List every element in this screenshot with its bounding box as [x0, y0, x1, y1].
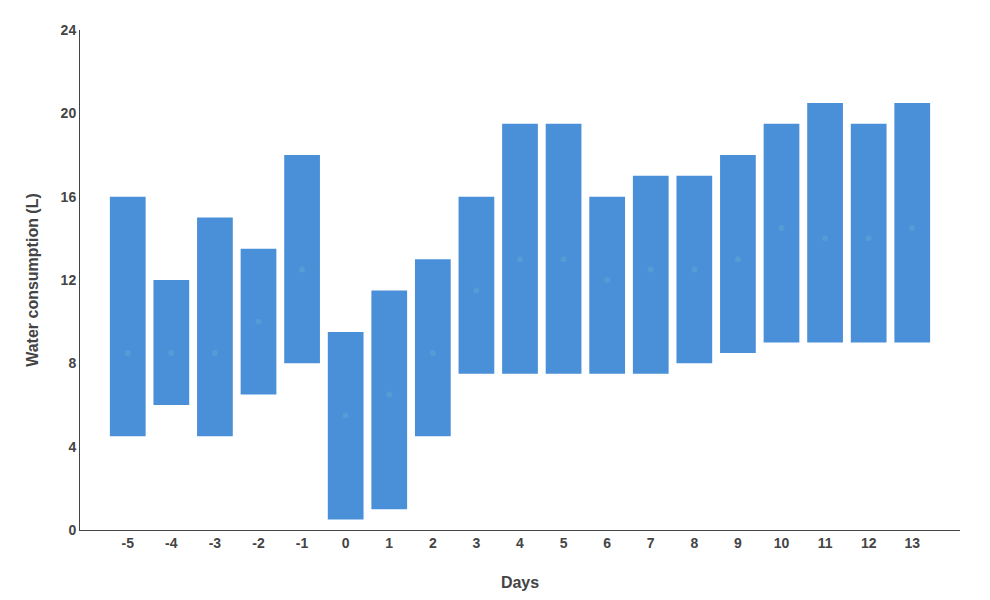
svg-text:-2: -2	[252, 535, 265, 551]
svg-text:16: 16	[61, 189, 77, 205]
svg-text:2: 2	[429, 535, 437, 551]
svg-text:-3: -3	[209, 535, 222, 551]
svg-text:-4: -4	[165, 535, 178, 551]
svg-text:8: 8	[690, 535, 698, 551]
svg-text:8: 8	[68, 355, 76, 371]
svg-text:12: 12	[61, 272, 77, 288]
svg-text:-5: -5	[122, 535, 135, 551]
svg-text:20: 20	[61, 105, 77, 121]
svg-text:11: 11	[818, 535, 833, 551]
svg-text:0: 0	[342, 535, 350, 551]
svg-text:-1: -1	[296, 535, 309, 551]
svg-text:Water consumption (L): Water consumption (L)	[24, 193, 41, 367]
svg-text:1: 1	[385, 535, 393, 551]
svg-text:7: 7	[647, 535, 655, 551]
svg-text:4: 4	[516, 535, 524, 551]
svg-text:13: 13	[904, 535, 920, 551]
svg-text:6: 6	[603, 535, 611, 551]
svg-text:10: 10	[774, 535, 790, 551]
svg-text:4: 4	[68, 439, 76, 455]
svg-text:3: 3	[473, 535, 481, 551]
svg-text:9: 9	[734, 535, 742, 551]
svg-text:5: 5	[560, 535, 568, 551]
svg-text:24: 24	[61, 22, 77, 38]
svg-text:Days: Days	[501, 574, 539, 591]
svg-text:12: 12	[861, 535, 877, 551]
svg-text:0: 0	[68, 522, 76, 538]
